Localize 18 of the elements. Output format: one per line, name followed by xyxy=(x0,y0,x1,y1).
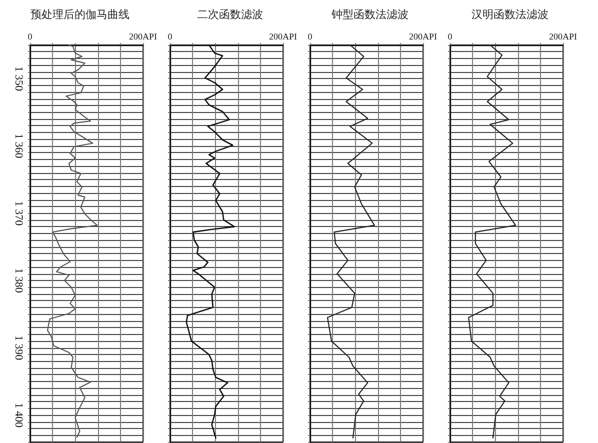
x-tick-label: 200API xyxy=(128,32,158,42)
y-tick-label: 1 350 xyxy=(12,66,24,92)
chart-title: 预处理后的伽马曲线 xyxy=(30,8,130,21)
y-tick-label: 1 400 xyxy=(12,402,24,428)
x-tick-label: 200API xyxy=(408,32,438,42)
chart-title: 汉明函数法滤波 xyxy=(472,8,548,21)
y-tick-label: 1 390 xyxy=(12,335,24,361)
x-tick-label: 200API xyxy=(268,32,298,42)
x-tick-label: 0 xyxy=(308,32,313,42)
x-tick-label: 0 xyxy=(168,32,173,42)
y-tick-label: 1 360 xyxy=(12,134,24,159)
y-tick-label: 1 380 xyxy=(12,268,24,294)
y-tick-label: 1 370 xyxy=(12,200,24,226)
x-tick-label: 0 xyxy=(448,32,453,42)
x-tick-label: 0 xyxy=(28,32,33,42)
x-tick-label: 200API xyxy=(548,32,578,42)
chart-title: 钟型函数法滤波 xyxy=(330,8,408,21)
chart-title: 二次函数滤波 xyxy=(197,8,263,21)
